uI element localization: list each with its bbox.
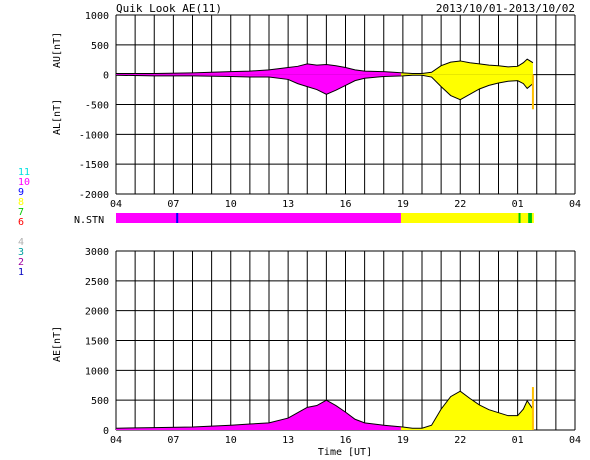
ae-x-tick: 01	[512, 435, 524, 446]
ae-x-tick: 22	[454, 435, 466, 446]
ae-axis-label: AE[nT]	[52, 326, 63, 362]
ae-x-tick: 04	[569, 435, 581, 446]
au-fill-before	[116, 63, 401, 75]
legend-item-10: 10	[18, 177, 30, 188]
ae-x-tick: 10	[225, 435, 237, 446]
al-fill-after	[400, 74, 533, 100]
ae-fill-after	[400, 391, 533, 430]
ae-x-tick: 07	[167, 435, 179, 446]
n-stn-label: N.STN	[74, 215, 104, 226]
au-al-x-tick: 22	[454, 199, 466, 210]
station-segment	[528, 213, 532, 223]
station-segment	[400, 213, 529, 223]
au-al-x-tick: 04	[569, 199, 581, 210]
ae-y-tick: 3000	[85, 247, 109, 258]
ae-x-tick: 16	[339, 435, 351, 446]
au-line	[116, 58, 534, 74]
au-al-x-tick: 07	[167, 199, 179, 210]
au-al-x-tick: 16	[339, 199, 351, 210]
ae-x-tick: 13	[282, 435, 294, 446]
au-al-y-tick: -500	[85, 101, 109, 112]
al-axis-label: AL[nT]	[52, 99, 63, 135]
au-al-y-tick: 1000	[85, 11, 109, 22]
ae-fill-before	[116, 400, 401, 430]
station-segment	[116, 213, 401, 223]
al-line	[115, 74, 534, 101]
legend-item-9: 9	[18, 187, 24, 198]
station-panel	[116, 213, 534, 223]
ae-y-tick: 500	[91, 396, 109, 407]
au-al-x-tick: 01	[512, 199, 524, 210]
station-segment	[531, 213, 534, 223]
au-al-y-tick: -2000	[79, 190, 109, 201]
legend-item-4: 4	[18, 237, 24, 248]
ae-y-tick: 2000	[85, 307, 109, 318]
au-al-y-tick: -1500	[79, 160, 109, 171]
au-al-y-tick: 0	[103, 71, 109, 82]
date-range: 2013/10/01-2013/10/02	[436, 2, 575, 15]
au-al-x-tick: 19	[397, 199, 409, 210]
legend-item-5: 5	[18, 227, 24, 238]
legend-item-8: 8	[18, 197, 24, 208]
station-mark	[518, 213, 521, 223]
ae-y-tick: 2500	[85, 277, 109, 288]
legend-item-6: 6	[18, 217, 24, 228]
au-al-x-tick: 10	[225, 199, 237, 210]
au-al-x-tick: 04	[110, 199, 122, 210]
au-al-x-tick: 13	[282, 199, 294, 210]
station-mark	[176, 213, 179, 223]
legend-item-1: 1	[18, 267, 24, 278]
ae-y-tick: 1500	[85, 337, 109, 348]
legend-item-11: 11	[18, 167, 30, 178]
ae-y-tick: 0	[103, 426, 109, 437]
au-axis-label: AU[nT]	[52, 32, 63, 68]
chart-title: Quik Look AE(11)	[116, 2, 222, 15]
legend-item-2: 2	[18, 257, 24, 268]
ae-line	[115, 390, 534, 429]
au-al-y-tick: 500	[91, 41, 109, 52]
x-axis-label: Time [UT]	[318, 447, 372, 458]
al-fill-before	[116, 74, 401, 95]
legend-item-7: 7	[18, 207, 24, 218]
ae-y-tick: 1000	[85, 366, 109, 377]
legend-item-3: 3	[18, 247, 24, 258]
ae-x-tick: 19	[397, 435, 409, 446]
ae-x-tick: 04	[110, 435, 122, 446]
au-al-y-tick: -1000	[79, 130, 109, 141]
